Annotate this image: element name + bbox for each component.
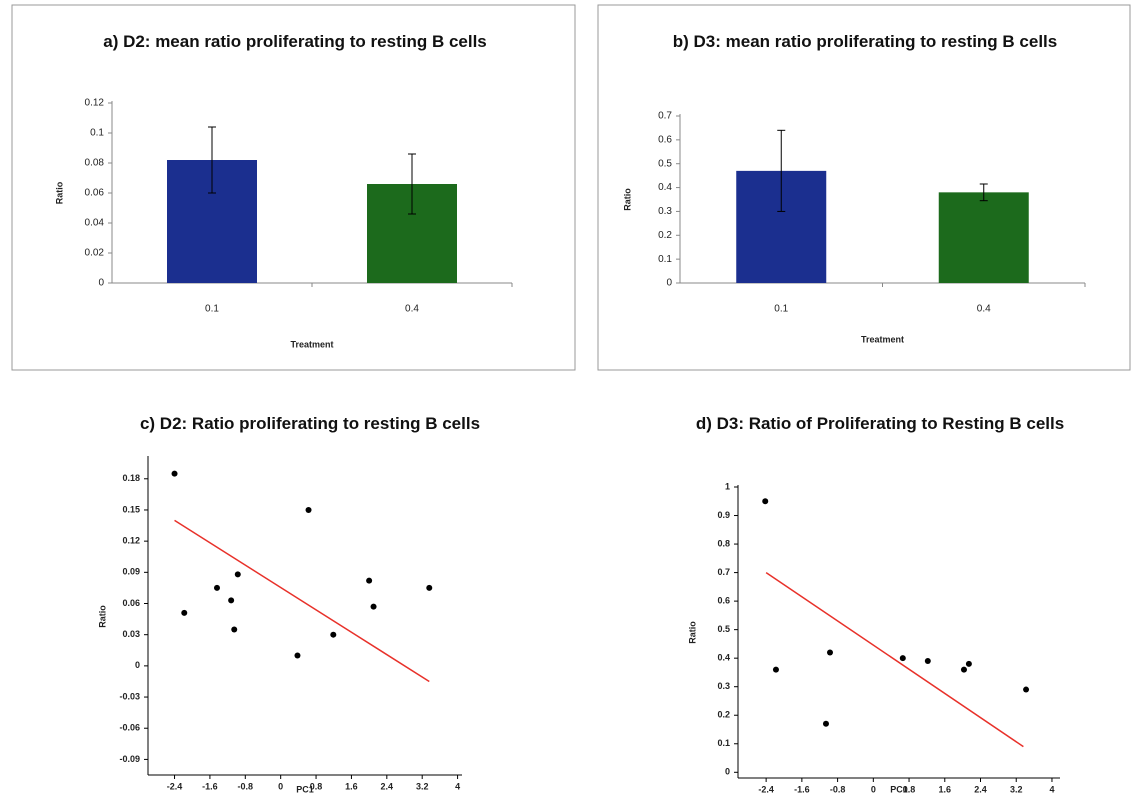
y-tick-label: 0.5 [717,624,730,634]
x-axis-label: Treatment [861,334,904,344]
point [899,655,906,662]
y-tick-label: 0.12 [85,98,105,109]
y-tick-label: 0 [666,278,672,289]
point [171,470,178,477]
point [294,652,301,659]
point [370,603,377,610]
point [330,631,337,638]
y-axis-label: Ratio [622,188,632,211]
y-tick-label: 0.02 [85,248,105,259]
point [228,597,235,604]
x-tick-label: 0 [278,781,283,791]
y-tick-label: 0.6 [717,595,730,605]
point [231,626,238,633]
x-tick-label: 1.6 [345,781,358,791]
x-axis-label: PC1 [890,784,908,794]
point [822,720,829,727]
x-tick-label: 0.1 [774,304,788,315]
y-tick-label: -0.09 [119,754,140,764]
y-tick-label: 0.9 [717,510,730,520]
y-tick-label: 0.4 [658,182,672,193]
y-tick-label: 0.7 [717,567,730,577]
y-tick-label: 0 [725,767,730,777]
point [965,660,972,667]
y-tick-label: 0.06 [122,598,140,608]
panel-frame [11,4,576,371]
x-tick-label: 3.2 [1010,784,1023,794]
x-tick-label: 1.6 [939,784,952,794]
x-tick-label: -0.8 [238,781,254,791]
y-tick-label: 0.12 [122,536,140,546]
point [426,584,433,591]
chart-title: b) D3: mean ratio proliferating to resti… [672,32,1058,51]
y-tick-label: 0.1 [90,128,104,139]
y-tick-label: 0.6 [658,134,672,145]
x-tick-label: 4 [455,781,460,791]
y-tick-label: 0.09 [122,567,140,577]
point [366,577,373,584]
point [213,584,220,591]
x-tick-label: -1.6 [202,781,218,791]
point [762,498,769,505]
x-tick-label: -2.4 [758,784,774,794]
point [181,609,188,616]
y-tick-label: 0.7 [658,111,672,122]
x-tick-label: 2.4 [381,781,394,791]
y-tick-label: 0.3 [717,681,730,691]
y-axis-label: Ratio [97,605,107,628]
x-tick-label: 4 [1049,784,1054,794]
x-tick-label: -0.8 [830,784,846,794]
y-tick-label: -0.06 [119,723,140,733]
y-tick-label: 1 [725,481,730,491]
x-axis-label: Treatment [290,339,333,349]
chart-title: c) D2: Ratio proliferating to resting B … [139,414,481,433]
point [1023,686,1030,693]
y-tick-label: 0.1 [658,254,672,265]
point [960,666,967,673]
y-tick-label: 0.4 [717,653,730,663]
x-axis-label: PC1 [296,784,314,794]
x-tick-label: 0.8 [903,784,916,794]
y-tick-label: 0.03 [122,629,140,639]
y-tick-label: 0 [135,660,140,670]
y-tick-label: 0.15 [122,504,140,514]
x-tick-label: 0.4 [405,304,419,315]
x-tick-label: 0.8 [310,781,323,791]
y-tick-label: 0.8 [717,538,730,548]
y-tick-label: -0.03 [119,691,140,701]
point [924,658,931,665]
y-tick-label: 0 [98,278,104,289]
y-tick-label: 0.08 [85,158,105,169]
fit-line [765,571,1024,748]
y-axis-label: Ratio [54,181,64,204]
fit-line [174,519,430,683]
x-tick-label: 0.1 [205,304,219,315]
x-tick-label: 3.2 [416,781,429,791]
x-tick-label: -1.6 [794,784,810,794]
y-tick-label: 0.1 [717,738,730,748]
chart-title: a) D2: mean ratio proliferating to resti… [103,32,487,51]
panel-frame [597,4,1131,371]
point [772,666,779,673]
y-tick-label: 0.3 [658,206,672,217]
x-tick-label: 2.4 [974,784,987,794]
x-tick-label: 0 [871,784,876,794]
x-tick-label: 0.4 [977,304,991,315]
y-axis-label: Ratio [687,621,697,644]
y-tick-label: 0.06 [85,188,105,199]
bar [938,192,1029,283]
x-tick-label: -2.4 [167,781,183,791]
y-tick-label: 0.2 [658,230,672,241]
y-tick-label: 0.18 [122,473,140,483]
point [305,506,312,513]
y-tick-label: 0.2 [717,710,730,720]
chart-title: d) D3: Ratio of Proliferating to Resting… [695,414,1065,433]
y-tick-label: 0.5 [658,158,672,169]
point [234,571,241,578]
point [827,649,833,656]
y-tick-label: 0.04 [85,218,105,229]
